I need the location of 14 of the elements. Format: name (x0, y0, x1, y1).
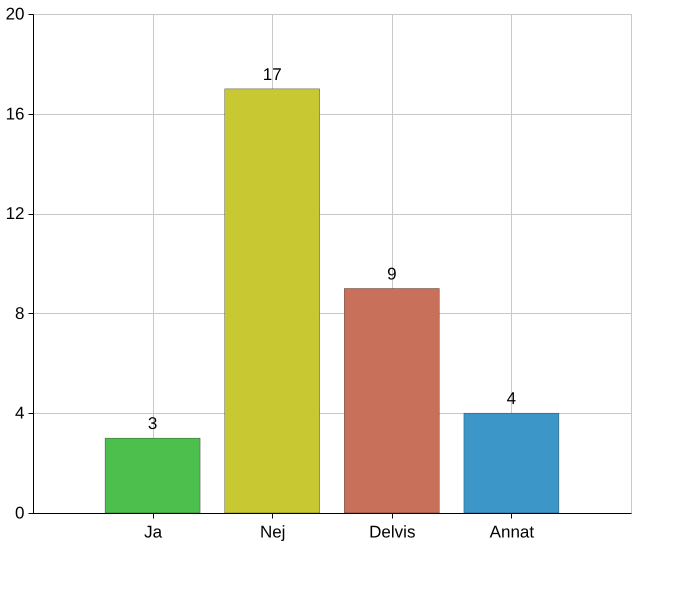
x-tick-label: Annat (490, 522, 534, 542)
y-tick-label: 12 (6, 204, 24, 224)
data-label: 9 (387, 264, 397, 284)
x-tick-label: Nej (260, 522, 286, 542)
x-tick-label: Ja (144, 522, 163, 542)
data-label: 17 (262, 64, 282, 84)
y-tick-label: 20 (6, 4, 24, 24)
y-tick-label: 8 (15, 304, 24, 323)
y-tick-label: 0 (15, 504, 24, 522)
data-label: 4 (506, 389, 516, 408)
data-label: 3 (148, 414, 158, 434)
x-tick-label: Delvis (369, 522, 416, 542)
y-tick-label: 4 (15, 404, 24, 423)
y-tick-label: 16 (6, 104, 24, 124)
